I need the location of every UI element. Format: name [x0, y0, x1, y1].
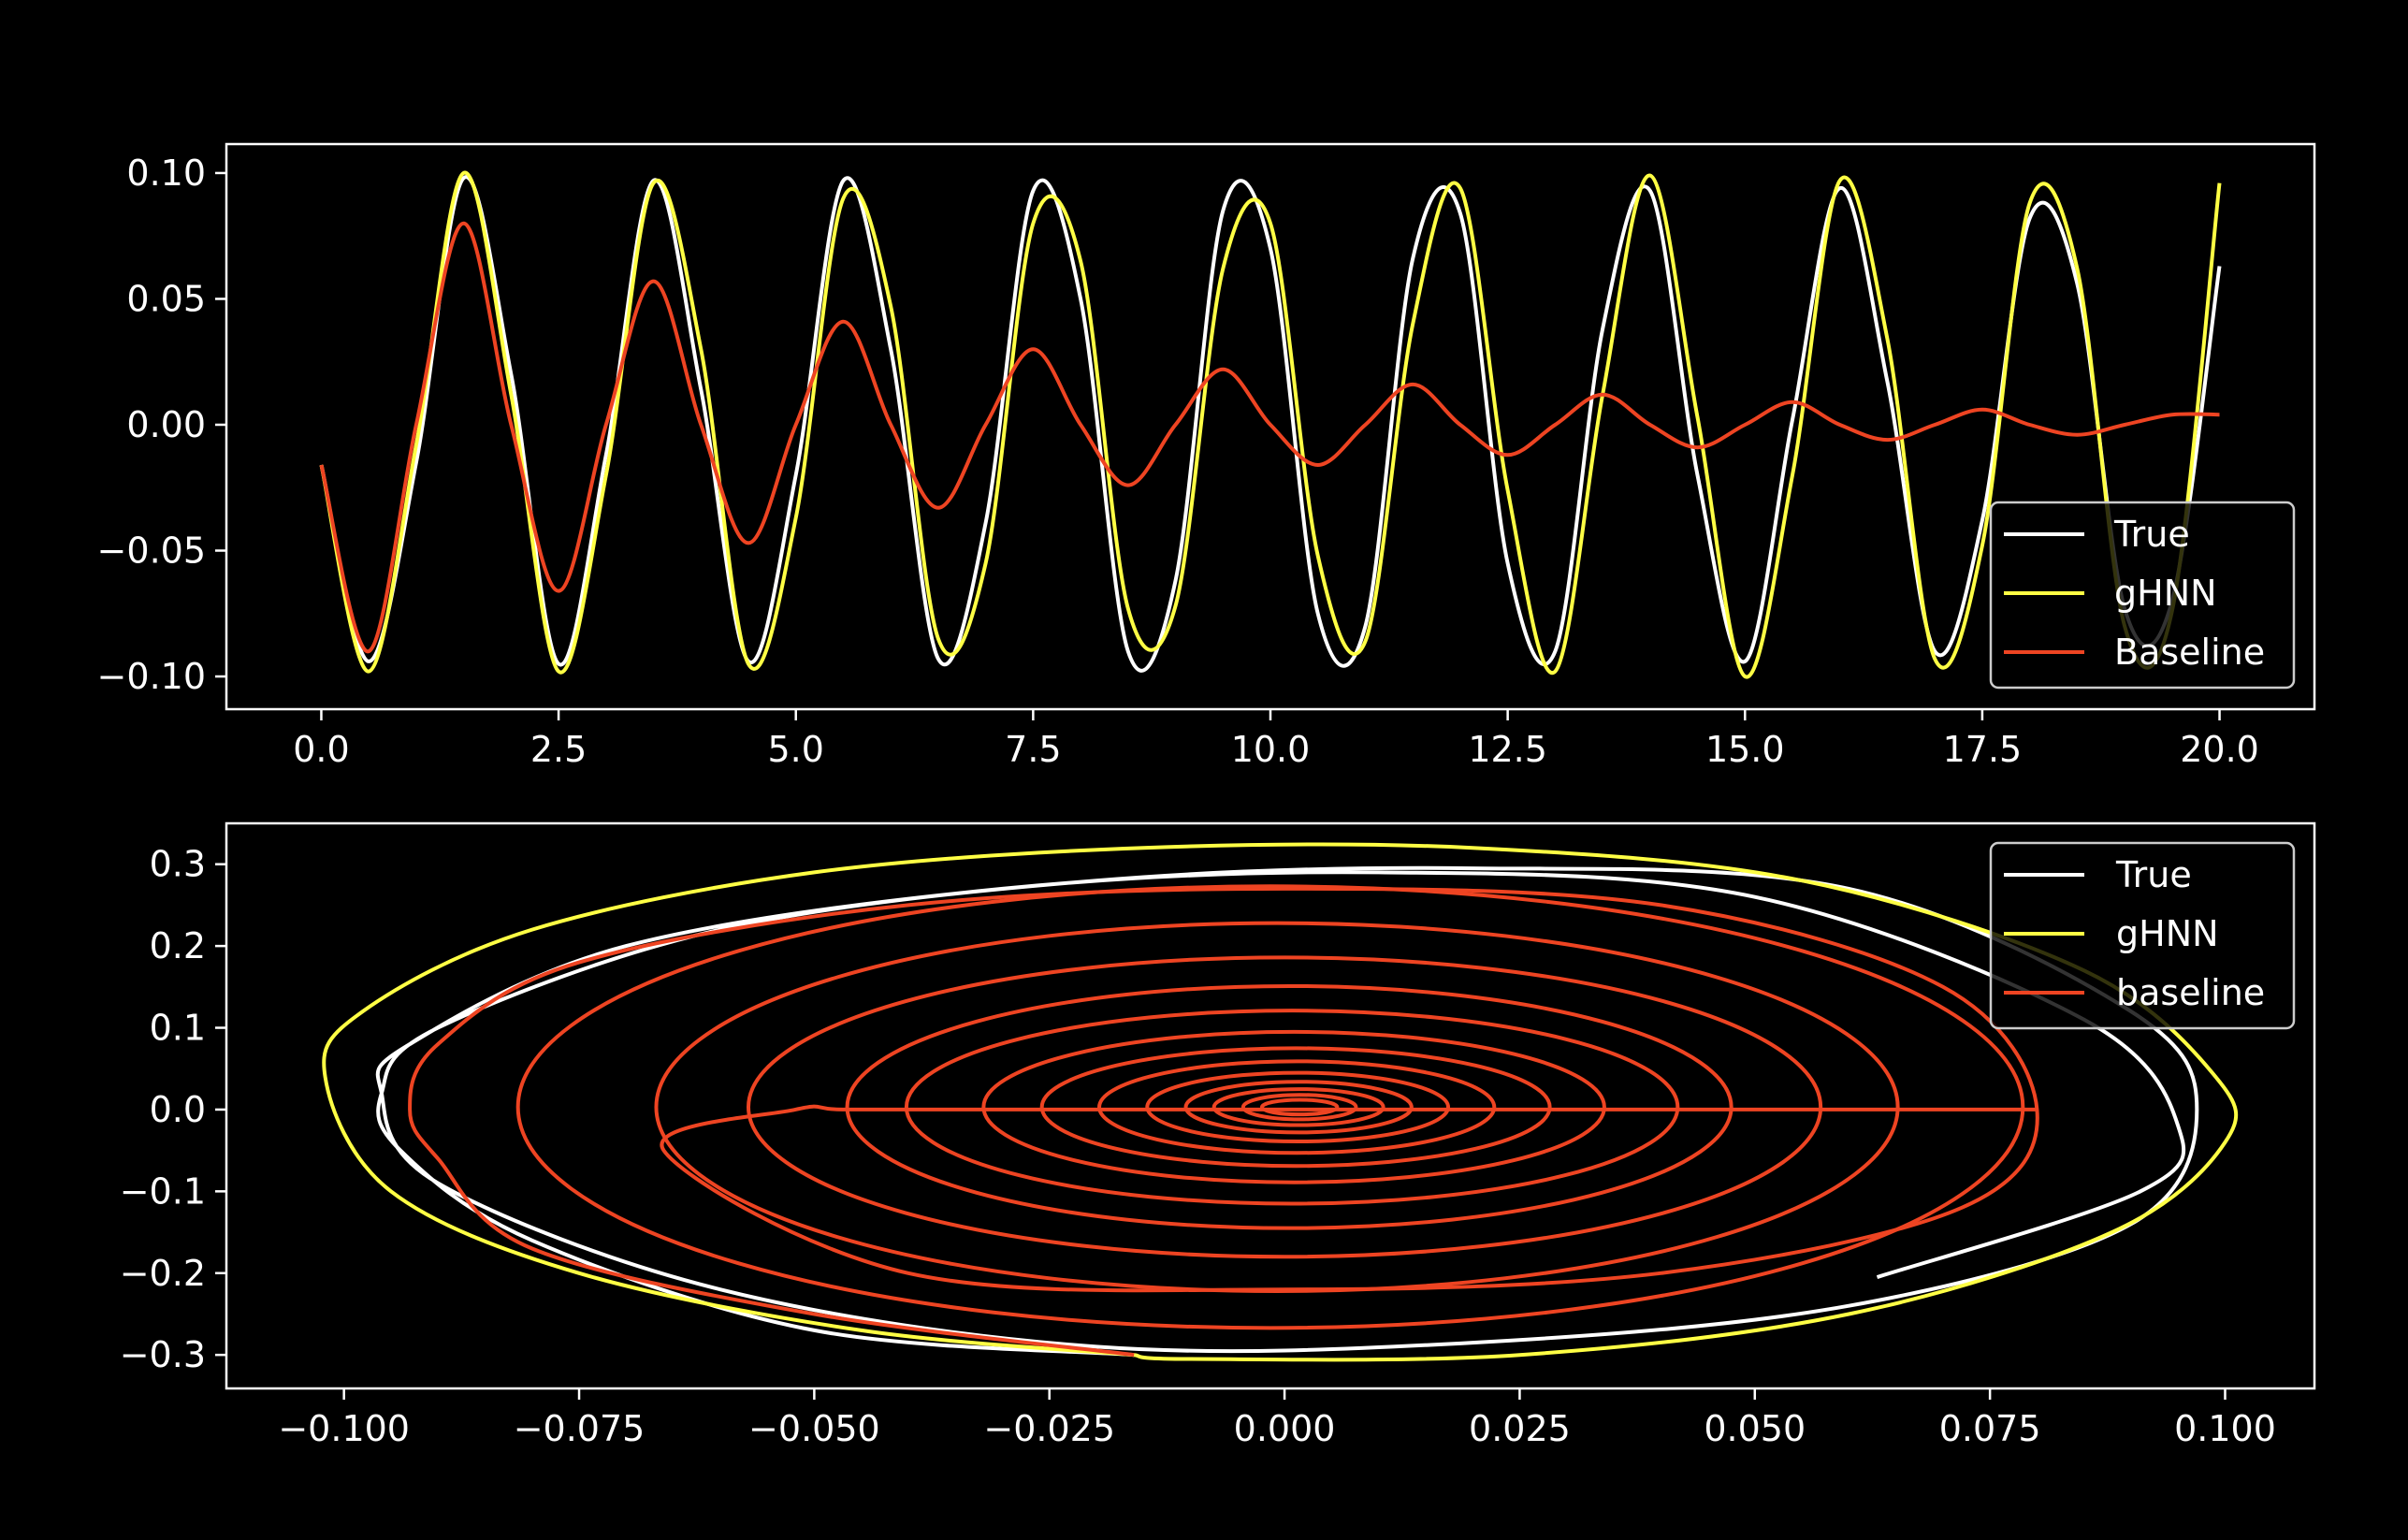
time-series-panel: 0.0 2.5 5.0 7.5 10.0 12.5 15.0 17.5 20.0 0.10 0.0…	[97, 142, 2316, 770]
baseline-spiral-ring-12	[1259, 1097, 1340, 1117]
phase-portrait-panel: −0.100 −0.075 −0.050 −0.025 0.000 0.025 0.050 0…	[120, 821, 2316, 1449]
baseline-spiral-ring-3	[845, 983, 1733, 1230]
time-series-y-tick-label: −0.10	[97, 656, 206, 697]
time-series-x-tick-label: 12.5	[1468, 729, 1547, 770]
legend-label-baseline: baseline	[2116, 972, 2265, 1013]
legend-label-true: True	[2113, 514, 2190, 555]
time-series-y-tick-label: 0.05	[126, 278, 206, 319]
phase-portrait-x-tick-label: −0.100	[278, 1408, 410, 1449]
time-series-x-tick-label: 2.5	[530, 729, 587, 770]
phase-portrait-axes-frame	[225, 821, 2316, 1390]
legend-label-ghnn: gHNN	[2114, 573, 2217, 614]
baseline-spiral-ring-0	[515, 884, 2025, 1330]
phase-portrait-series-baseline	[408, 886, 2039, 1358]
legend-label-baseline: Baseline	[2114, 632, 2265, 673]
baseline-spiral-ring-2	[747, 955, 1823, 1259]
phase-portrait-y-tick-label: −0.2	[120, 1253, 206, 1294]
baseline-spiral-ring-11	[1240, 1093, 1358, 1122]
time-series-legend-box	[1989, 501, 2296, 690]
baseline-spiral-ring-10	[1211, 1087, 1385, 1127]
baseline-spiral-ring-9	[1183, 1080, 1414, 1135]
baseline-spiral-ring-5	[981, 1029, 1606, 1184]
time-series-y-tick-label: 0.10	[126, 153, 206, 194]
phase-portrait-y-tick-label: 0.3	[150, 844, 206, 885]
baseline-spiral-ring-7	[1097, 1059, 1497, 1155]
phase-portrait-x-tick-label: −0.075	[514, 1408, 646, 1449]
time-series-y-tick-label: 0.00	[126, 404, 206, 445]
phase-portrait-y-ticks: 0.3 0.2 0.1 0.0 −0.1 −0.2 −0.3	[120, 844, 226, 1375]
time-series-y-ticks: 0.10 0.05 0.00 −0.05 −0.10	[97, 153, 226, 697]
time-series-series-ghnn	[319, 170, 2222, 679]
legend-label-true: True	[2115, 854, 2192, 895]
phase-portrait-x-tick-label: 0.100	[2174, 1408, 2276, 1449]
legend-label-ghnn: gHNN	[2116, 913, 2219, 954]
baseline-spiral-ring-4	[904, 1009, 1680, 1206]
time-series-lines	[319, 170, 2222, 679]
time-series-x-tick-label: 15.0	[1705, 729, 1785, 770]
phase-portrait-y-tick-label: −0.1	[120, 1170, 206, 1212]
time-series-x-tick-label: 17.5	[1943, 729, 2023, 770]
phase-portrait-legend: True gHNN baseline	[1989, 841, 2296, 1030]
phase-portrait-series-ghnn	[322, 842, 2239, 1362]
time-series-x-tick-label: 5.0	[768, 729, 824, 770]
phase-portrait-y-tick-label: 0.1	[150, 1008, 206, 1049]
time-series-y-tick-label: −0.05	[97, 530, 206, 572]
phase-portrait-x-tick-label: −0.050	[748, 1408, 880, 1449]
phase-portrait-y-tick-label: 0.2	[150, 925, 206, 966]
time-series-series-baseline	[319, 221, 2220, 654]
phase-portrait-x-tick-label: 0.050	[1704, 1408, 1806, 1449]
baseline-spiral-ring-6	[1039, 1046, 1552, 1169]
phase-portrait-lines	[322, 842, 2239, 1362]
time-series-x-tick-label: 7.5	[1005, 729, 1061, 770]
phase-portrait-legend-box	[1989, 841, 2296, 1030]
phase-portrait-x-tick-label: 0.000	[1234, 1408, 1336, 1449]
time-series-legend: True gHNN Baseline	[1989, 501, 2296, 690]
time-series-x-tick-label: 20.0	[2180, 729, 2259, 770]
baseline-spiral-ring-8	[1145, 1070, 1451, 1144]
phase-portrait-x-tick-label: 0.025	[1469, 1408, 1571, 1449]
time-series-x-tick-label: 0.0	[293, 729, 349, 770]
phase-portrait-y-tick-label: −0.3	[120, 1334, 206, 1375]
phase-portrait-x-tick-label: −0.025	[983, 1408, 1115, 1449]
phase-portrait-x-tick-label: 0.075	[1939, 1408, 2041, 1449]
time-series-x-ticks: 0.0 2.5 5.0 7.5 10.0 12.5 15.0 17.5 20.0	[293, 709, 2259, 770]
phase-portrait-x-ticks: −0.100 −0.075 −0.050 −0.025 0.000 0.025 0.050 0…	[278, 1388, 2276, 1449]
time-series-x-tick-label: 10.0	[1231, 729, 1311, 770]
phase-portrait-y-tick-label: 0.0	[150, 1089, 206, 1130]
